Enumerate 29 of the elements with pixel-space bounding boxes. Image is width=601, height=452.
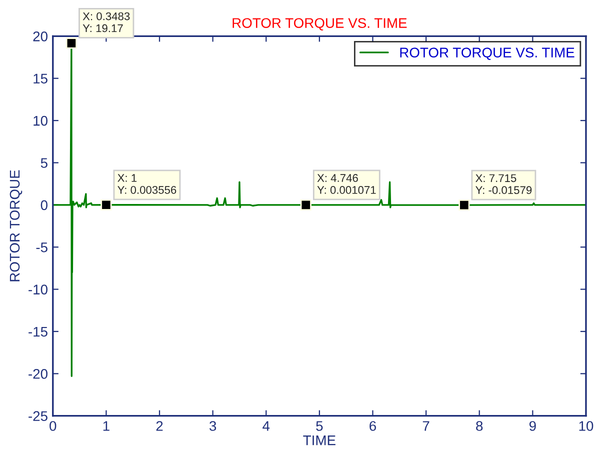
annotation: X: 1 Y: 0.003556 <box>118 174 176 194</box>
y-tick-label: 5 <box>40 158 48 168</box>
y-tick-label: 0 <box>40 200 48 210</box>
x-tick-label: 10 <box>579 421 594 431</box>
x-tick-label: 8 <box>476 421 483 431</box>
annotation: X: 0.3483 Y: 19.17 <box>82 12 130 32</box>
y-tick-label: -10 <box>28 284 48 294</box>
y-tick-label: 10 <box>34 116 48 126</box>
x-tick-label: 4 <box>262 421 270 431</box>
y-tick-label: -15 <box>28 326 48 337</box>
legend-label: ROTOR TORQUE VS. TIME <box>400 48 574 60</box>
x-tick-label: 3 <box>209 421 216 431</box>
x-axis-title: TIME <box>303 436 336 446</box>
x-tick-label: 0 <box>50 421 56 431</box>
y-tick-label: -20 <box>28 368 48 379</box>
x-tick-label: 7 <box>422 421 430 431</box>
chart-title: ROTOR TORQUE VS. TIME <box>232 18 407 30</box>
x-tick-label: 9 <box>529 421 536 431</box>
y-axis-title: ROTOR TORQUE <box>10 170 22 282</box>
y-tick-label: -25 <box>28 411 48 422</box>
x-tick-label: 5 <box>316 421 323 431</box>
x-tick-label: 2 <box>156 421 163 431</box>
y-tick-label: 20 <box>33 31 48 42</box>
annotation: X: 4.746 Y: 0.001071 <box>317 174 376 194</box>
y-tick-label: 15 <box>34 74 48 84</box>
y-tick-label: -5 <box>36 242 48 252</box>
x-tick-label: 1 <box>103 421 110 431</box>
x-tick-label: 6 <box>370 421 376 431</box>
annotation: X: 7.715 Y: -0.01579 <box>476 174 532 194</box>
